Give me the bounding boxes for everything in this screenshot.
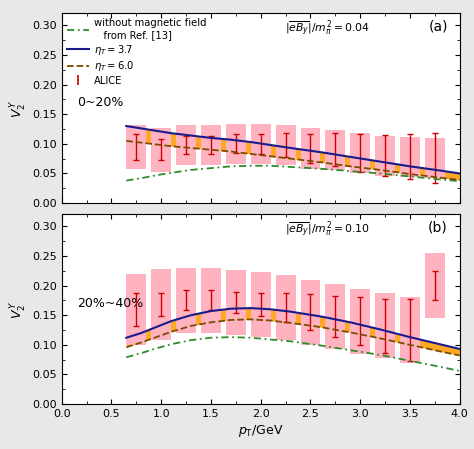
Text: (a): (a) xyxy=(428,19,448,33)
Bar xyxy=(425,253,445,318)
Bar xyxy=(425,138,445,178)
Y-axis label: $V_2^{\,Y}$: $V_2^{\,Y}$ xyxy=(9,99,29,118)
Bar xyxy=(275,275,296,340)
Bar xyxy=(201,268,221,333)
Bar xyxy=(226,123,246,164)
Bar xyxy=(275,125,296,165)
Text: $|\overline{eB_y}|/m_{\pi}^2 = 0.04$: $|\overline{eB_y}|/m_{\pi}^2 = 0.04$ xyxy=(284,19,370,39)
Legend: without magnetic field
   from Ref. [13], $\eta_T = 3.7$, $\eta_T = 6.0$, ALICE: without magnetic field from Ref. [13], $… xyxy=(64,17,208,88)
Bar xyxy=(226,269,246,335)
Bar xyxy=(251,272,271,337)
Bar xyxy=(375,136,395,176)
Bar xyxy=(201,125,221,165)
Bar xyxy=(375,293,395,358)
Bar xyxy=(400,297,420,363)
Bar xyxy=(176,125,196,165)
Bar xyxy=(350,132,370,173)
Bar xyxy=(251,123,271,164)
Text: (b): (b) xyxy=(428,220,448,234)
Bar xyxy=(301,280,320,345)
X-axis label: $p_{\mathrm{T}}$/GeV: $p_{\mathrm{T}}$/GeV xyxy=(238,423,283,439)
Text: 0~20%: 0~20% xyxy=(78,96,124,109)
Bar xyxy=(151,128,171,172)
Bar xyxy=(301,128,320,169)
Bar xyxy=(325,130,345,170)
Bar xyxy=(400,137,420,177)
Bar xyxy=(325,284,345,349)
Bar xyxy=(126,274,146,345)
Bar xyxy=(126,125,146,169)
Bar xyxy=(350,289,370,354)
Bar xyxy=(176,268,196,333)
Text: $|\overline{eB_y}|/m_{\pi}^2 = 0.10$: $|\overline{eB_y}|/m_{\pi}^2 = 0.10$ xyxy=(284,220,370,240)
Bar xyxy=(151,269,171,340)
Y-axis label: $V_2^{\,Y}$: $V_2^{\,Y}$ xyxy=(9,300,29,319)
Text: 20%~40%: 20%~40% xyxy=(78,297,144,310)
